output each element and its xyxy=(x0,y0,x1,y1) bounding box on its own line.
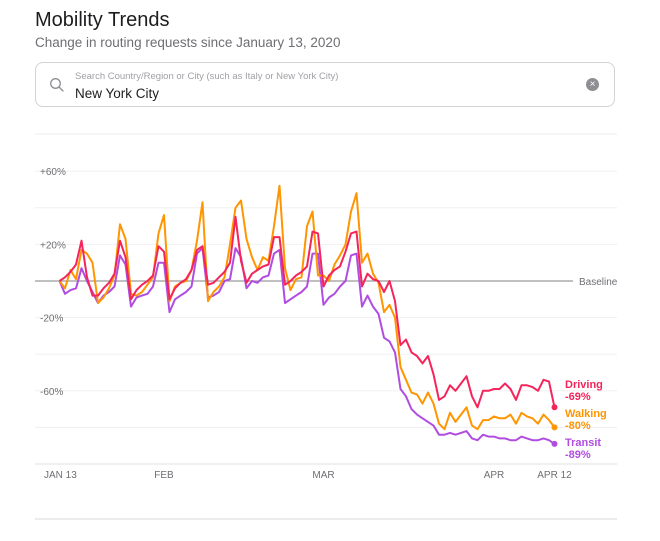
clear-search-button[interactable]: × xyxy=(586,78,599,91)
clear-circle-x-icon: × xyxy=(589,79,596,90)
series-value-transit: -89% xyxy=(565,449,591,461)
series-label-walking: Walking xyxy=(565,408,607,420)
series-line-walking xyxy=(58,184,556,431)
x-tick-label: JAN 13 xyxy=(44,470,77,481)
series-label-driving: Driving xyxy=(565,379,603,391)
x-tick-label: APR xyxy=(484,470,505,481)
series-end-dot-walking xyxy=(551,424,558,431)
series-line-transit xyxy=(58,247,556,445)
series-value-walking: -80% xyxy=(565,420,591,432)
series-label-transit: Transit xyxy=(565,437,601,449)
search-icon xyxy=(50,78,64,92)
search-box[interactable]: Search Country/Region or City (such as I… xyxy=(35,62,615,107)
y-tick-label: +60% xyxy=(40,167,66,178)
page-title: Mobility Trends xyxy=(35,9,170,31)
y-tick-label: +20% xyxy=(40,240,66,251)
search-placeholder: Search Country/Region or City (such as I… xyxy=(75,71,339,82)
y-tick-label: -20% xyxy=(40,314,63,325)
series-end-dot-transit xyxy=(551,440,558,447)
x-tick-label: FEB xyxy=(154,470,174,481)
page-subtitle: Change in routing requests since January… xyxy=(35,35,341,50)
series-value-driving: -69% xyxy=(565,391,591,403)
series-end-dot-driving xyxy=(551,404,558,411)
search-input[interactable] xyxy=(75,86,555,101)
x-tick-label: APR 12 xyxy=(537,470,572,481)
x-tick-label: MAR xyxy=(312,470,334,481)
baseline-label: Baseline xyxy=(579,277,618,288)
y-tick-label: -60% xyxy=(40,387,63,398)
series-line-driving xyxy=(58,215,556,409)
